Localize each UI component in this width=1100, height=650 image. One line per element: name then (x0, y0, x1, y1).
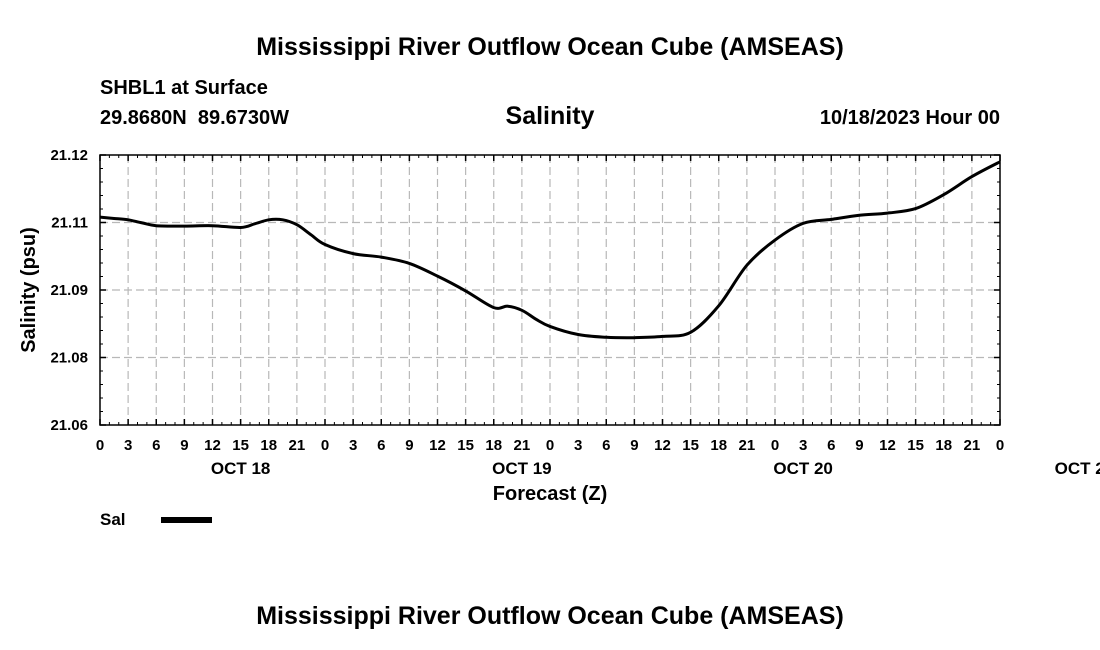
station-name: SHBL1 at Surface (100, 77, 268, 99)
y-tick-label: 21.09 (50, 282, 88, 299)
x-tick-label: 3 (349, 437, 357, 454)
day-label: OCT 18 (211, 459, 271, 478)
day-label: OCT 19 (492, 459, 552, 478)
x-tick-label: 6 (827, 437, 835, 454)
day-label: OCT 20 (773, 459, 833, 478)
x-tick-label: 21 (289, 437, 306, 454)
y-tick-label: 21.12 (50, 147, 88, 164)
x-tick-label: 3 (124, 437, 132, 454)
x-tick-label: 6 (152, 437, 160, 454)
run-time: 10/18/2023 Hour 00 (820, 107, 1000, 129)
x-tick-label: 15 (457, 437, 474, 454)
x-tick-label: 18 (935, 437, 952, 454)
x-tick-label: 0 (996, 437, 1004, 454)
y-axis-label: Salinity (psu) (18, 227, 40, 353)
station-coordinates: 29.8680N 89.6730W (100, 107, 289, 129)
x-tick-label: 21 (964, 437, 981, 454)
x-tick-label: 6 (602, 437, 610, 454)
x-tick-label: 12 (654, 437, 671, 454)
x-tick-label: 18 (260, 437, 277, 454)
y-tick-label: 21.11 (51, 215, 88, 232)
day-label: OCT 21 (1055, 459, 1100, 478)
x-tick-label: 9 (405, 437, 413, 454)
x-tick-label: 12 (204, 437, 221, 454)
x-tick-label: 9 (630, 437, 638, 454)
x-tick-label: 0 (321, 437, 329, 454)
footer-title: Mississippi River Outflow Ocean Cube (AM… (256, 602, 844, 630)
day-labels: OCT 18 OCT 19 OCT 20 OCT 21 (211, 459, 1100, 478)
y-tick-label: 21.06 (50, 417, 88, 434)
x-tick-label: 21 (739, 437, 756, 454)
x-tick-label: 3 (799, 437, 807, 454)
salinity-series-line (99, 160, 1001, 340)
axis-ticks (99, 154, 1001, 426)
x-tick-label: 6 (377, 437, 385, 454)
chart-title: Salinity (506, 102, 595, 130)
x-tick-label: 18 (485, 437, 502, 454)
x-tick-label: 15 (232, 437, 249, 454)
x-tick-label: 0 (771, 437, 779, 454)
x-tick-label: 9 (180, 437, 188, 454)
x-tick-label: 15 (907, 437, 924, 454)
grid (100, 155, 1000, 425)
x-axis-label: Forecast (Z) (493, 483, 607, 505)
x-tick-label: 21 (514, 437, 531, 454)
x-tick-label: 12 (879, 437, 896, 454)
x-tick-label: 9 (855, 437, 863, 454)
y-axis-tick-labels: 21.06 21.08 21.09 21.11 21.12 (50, 147, 88, 434)
x-tick-label: 0 (546, 437, 554, 454)
x-tick-label: 18 (710, 437, 727, 454)
x-tick-label: 15 (682, 437, 699, 454)
x-tick-label: 0 (96, 437, 104, 454)
x-tick-label: 3 (574, 437, 582, 454)
page-title: Mississippi River Outflow Ocean Cube (AM… (256, 33, 844, 61)
x-tick-label: 12 (429, 437, 446, 454)
legend-label: Sal (100, 510, 126, 529)
x-axis-tick-labels: 0 3 6 9 12 15 18 21 0 3 6 9 12 15 18 21 0 3 6 9 12 15 18 21 0 3 6 9… (96, 437, 1004, 454)
y-tick-label: 21.08 (50, 350, 88, 367)
